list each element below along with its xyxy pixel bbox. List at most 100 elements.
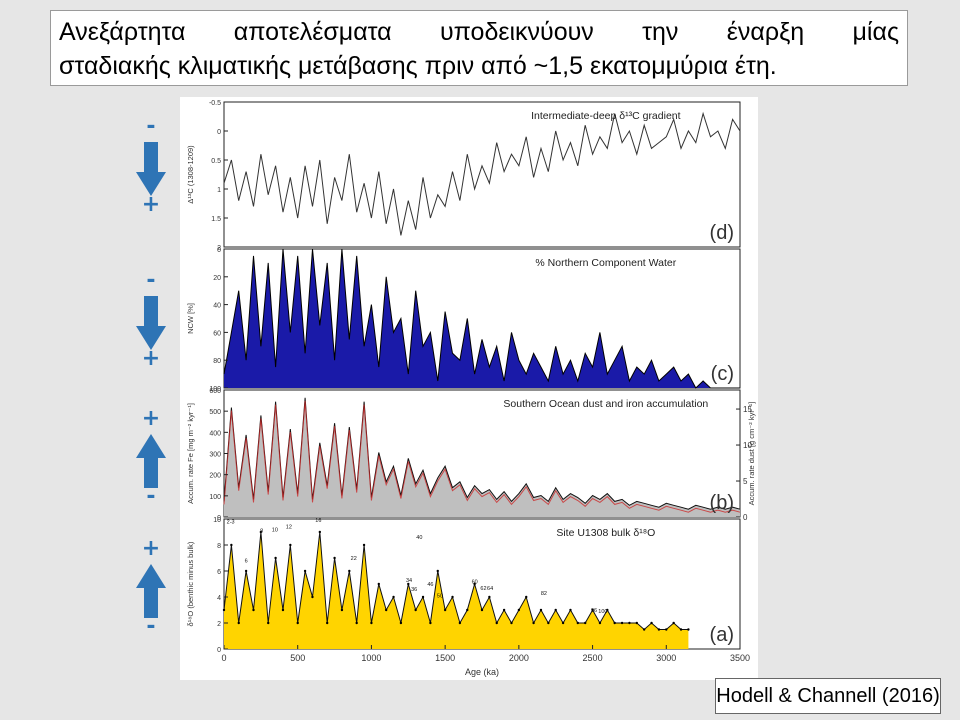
slide-title-box: Ανεξάρτητα αποτελέσματα υποδεικνύουν την… [50,10,908,86]
peak-label: 22 [351,556,357,562]
data-point [355,621,358,625]
panel-title: Southern Ocean dust and iron accumulatio… [503,398,708,410]
x-tick-label: 0 [221,653,226,663]
arrow-up-icon [136,564,166,618]
peak-label: 8 [260,529,263,535]
y-axis-label: NCW [%] [186,303,195,334]
peak-label: 46 [427,582,433,588]
data-point [576,621,580,625]
y-axis-label: Δ¹³C (1308-1209) [186,145,195,204]
panel-letter: (b) [710,492,734,514]
y2-tick-label: 15 [743,405,752,414]
data-point [510,621,513,625]
y-tick-label: 0 [217,247,221,254]
panel-frame [223,101,741,248]
data-point [642,628,646,631]
credit-box: Hodell & Channell (2016) [715,678,941,714]
iron-series-line [223,400,741,513]
panel-letter: (a) [710,624,734,646]
chart-panel-c: 0 20 40 60 80 100 NCW [%] % Northern Component … [186,247,741,393]
y-tick-label: 60 [213,330,221,337]
y-tick-label: 0 [217,647,221,654]
y-tick-label: 10 [213,517,221,524]
data-point [252,608,255,612]
arrow-sign-bottom: - [146,484,156,509]
data-point [620,621,624,625]
y-tick-label: 200 [209,473,221,480]
data-point [561,621,565,625]
slide-title-line-1: Ανεξάρτητα αποτελέσματα υποδεικνύουν την… [59,18,899,46]
data-point [547,621,550,625]
data-point [584,621,587,625]
data-point [407,582,410,586]
peak-label: 16 [315,518,321,524]
y-tick-label: 40 [213,303,221,310]
y-tick-label: 500 [209,409,221,416]
peak-label: 100 [598,609,607,615]
data-point [628,621,631,625]
y-tick-label: 20 [213,275,221,282]
y-tick-label: 600 [209,388,221,395]
peak-label: 60 [472,579,478,585]
panel-letter: (c) [711,363,734,385]
data-point [488,595,491,599]
data-point [443,608,447,612]
arrow-up-icon [136,434,166,488]
x-tick-label: 1500 [435,653,455,663]
data-point [296,621,299,625]
peak-label: 62 [480,586,486,592]
y-tick-label: 1.5 [211,216,221,223]
y-tick-label: 80 [213,358,221,365]
x-tick-label: 500 [290,653,305,663]
data-point [458,621,462,625]
data-point [362,543,366,547]
arrow-sign-top: - [146,114,156,139]
arrow-sign-top: + [141,406,161,431]
data-point [244,569,248,573]
peak-label: 2-3 [227,520,235,526]
data-point [451,595,454,599]
data-point [635,621,638,625]
arrow-sign-bottom: + [141,346,161,371]
data-point [569,608,572,612]
arrow-sign-top: - [146,268,156,293]
data-point [591,608,594,612]
data-point [289,543,292,547]
arrow-sign-bottom: - [146,614,156,639]
y-tick-label: 8 [217,543,221,550]
data-point [687,628,690,631]
stacked-chart: -0.5 0 0.5 1 1.5 2 Δ¹³C (1308-1209) Intermediat… [186,100,756,677]
series-line [223,248,740,389]
peak-label: 40 [416,535,422,541]
data-point [517,608,521,612]
peak-label: 12 [286,525,292,531]
arrow-down-icon [136,296,166,350]
x-tick-label: 2500 [583,653,603,663]
arrow-sign-bottom: + [141,192,161,217]
data-point [436,569,439,573]
data-point [237,621,240,625]
x-axis-label: Age (ka) [465,667,499,677]
peak-label: 36 [411,587,417,593]
y2-tick-label: 5 [743,477,748,486]
peak-label: 6 [245,559,248,565]
data-point [480,608,484,612]
data-point [326,621,329,625]
data-point [340,608,344,612]
data-point [525,595,528,599]
y-tick-label: 100 [209,494,221,501]
data-point [421,595,425,599]
data-point [665,628,668,631]
data-point [672,621,675,625]
peak-label: 50 [437,594,443,600]
series-area [224,249,740,388]
data-point [429,621,432,625]
slide-title-line-2: σταδιακής κλιματικής μετάβασης πριν από … [59,52,777,80]
data-point [259,530,263,534]
data-point [230,543,233,547]
data-point [267,621,270,625]
x-tick-label: 3500 [730,653,750,663]
y-tick-label: 4 [217,595,221,602]
series-line [223,531,689,631]
